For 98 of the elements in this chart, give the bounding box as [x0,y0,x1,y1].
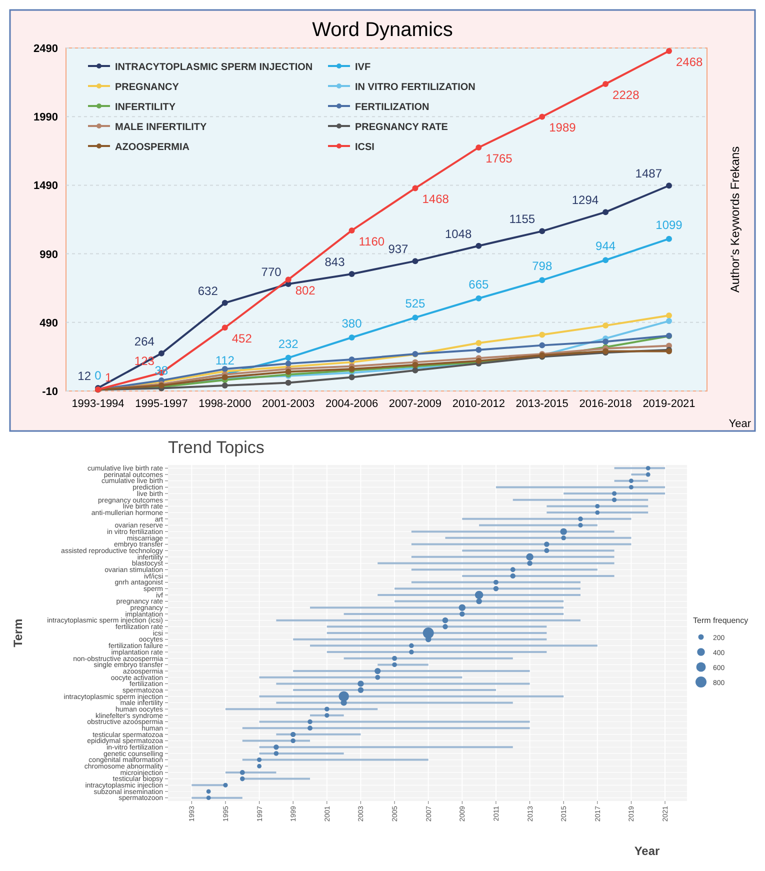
point [602,80,609,87]
data-label: 802 [295,284,316,298]
data-label: 1468 [422,192,450,206]
point [476,340,482,346]
legend-label: INFERTILITY [115,102,176,113]
y-tick-label: 2490 [34,43,58,55]
point [602,322,609,329]
point [666,48,672,54]
point [539,277,546,284]
point [412,314,418,321]
x-axis-title: Year [634,844,660,858]
data-label: 770 [261,264,282,279]
point [348,356,355,362]
legend-label: AZOOSPERMIA [115,142,190,153]
x-tick-label: 2019-2021 [642,398,696,410]
legend-label: PREGNANCY [115,82,180,93]
data-label: 1989 [549,120,576,135]
point [285,380,292,386]
x-tick-label: 2010-2012 [452,398,505,410]
point [222,300,228,306]
point [539,114,546,120]
x-tick-label: 2016-2018 [579,398,632,410]
point [285,360,292,367]
data-label: 1 [105,370,112,384]
point [285,276,292,283]
data-label: 0 [94,368,102,383]
data-label: 665 [468,277,489,292]
data-label: 1155 [509,212,536,226]
legend-label: INTRACYTOPLASMIC SPERM INJECTION [115,62,313,73]
y-tick-label: 1490 [34,180,58,192]
legend-label: FERTILIZATION [355,102,430,113]
point [348,374,355,380]
x-tick-label: 2004-2006 [325,398,378,410]
point [412,258,418,264]
point [412,185,418,192]
x-tick-label: 2007-2009 [388,398,442,410]
point [602,338,609,345]
data-label: 944 [596,239,616,254]
x-tick-label: 1995-1997 [135,398,188,410]
x-tick-label: 1993-1994 [72,398,124,410]
point [666,312,672,319]
data-label: 380 [342,316,362,330]
y-tick-label: -10 [42,386,58,398]
x-tick-label: 2001-2003 [262,398,315,410]
legend-label: MALE INFERTILITY [115,122,207,133]
point [602,209,609,216]
legend-title: Term frequency [693,616,748,625]
point [476,346,482,353]
legend-label: ICSI [355,142,375,153]
point [285,368,292,375]
data-label: 1048 [444,226,472,241]
data-label: 452 [232,332,252,346]
point [348,334,355,340]
point [539,228,546,234]
y-tick-label: 1990 [34,112,58,124]
point [666,182,672,189]
point [539,332,546,338]
point [539,342,546,348]
data-label: 632 [198,284,218,298]
point [602,257,609,264]
chart-title: Word Dynamics [312,19,453,41]
x-tick-label: 1998-2000 [198,398,252,410]
point [222,382,228,389]
data-label: 2228 [612,88,640,102]
data-label: 1765 [486,151,513,166]
point [285,354,292,361]
data-label: 525 [405,296,426,311]
data-label: 112 [215,353,235,368]
point [348,270,355,277]
data-label: 1099 [656,218,683,232]
legend-label: IN VITRO FERTILIZATION [355,82,476,93]
point [476,144,482,150]
data-label: 232 [278,336,299,351]
point [222,324,228,331]
point [476,295,482,302]
legend-label: PREGNANCY RATE [355,122,448,133]
y-tick-label: 490 [40,317,58,330]
point [348,227,355,234]
data-label: 843 [324,254,346,269]
y-tick-label: 990 [40,248,58,261]
data-label: 264 [134,334,155,348]
data-label: 2468 [676,55,704,70]
y-axis-title: Term [11,618,25,648]
data-label: 1294 [572,193,599,208]
point [476,242,482,249]
x-axis-title: Year [728,418,752,430]
x-tick-label: 2013-2015 [516,398,568,410]
data-label: 798 [532,259,552,274]
data-label: 1487 [635,166,662,181]
data-label: 12 [78,368,92,383]
legend-label: IVF [355,62,371,73]
y-axis-title: Author's Keywords Frekans [728,146,742,293]
chart-title: Trend Topics [168,438,264,457]
point [666,236,672,242]
point [158,350,164,356]
point [666,318,672,324]
data-label: 1160 [358,234,385,248]
data-label: 937 [388,242,409,256]
